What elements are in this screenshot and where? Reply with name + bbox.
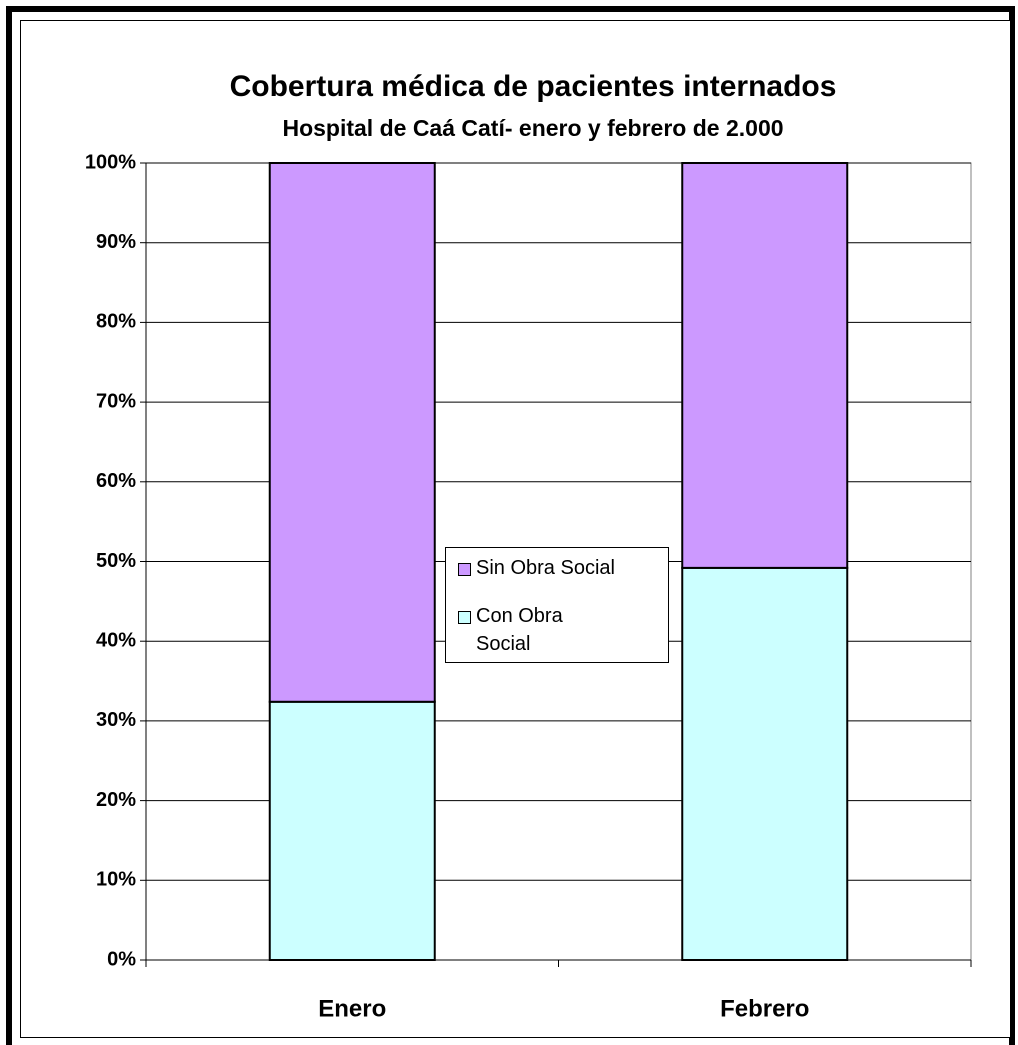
y-tick-label: 70% [96,390,136,412]
bar-segment [268,700,436,961]
y-tick-label: 100% [85,151,136,173]
legend-label: Con Obra Social [476,605,563,655]
bar-segment [681,162,849,569]
legend: Sin Obra Social Con Obra Social [445,547,669,663]
y-tick-label: 80% [96,311,136,333]
chart-subtitle: Hospital de Caá Catí- enero y febrero de… [282,115,783,141]
outer-frame [6,6,1015,1045]
x-tick-label: Febrero [720,995,809,1022]
bar-segment [681,566,849,961]
legend-label: Sin Obra Social [476,557,615,579]
legend-swatch [458,611,471,624]
y-tick-label: 50% [96,550,136,572]
chart-frame [20,20,1011,1038]
y-tick-label: 30% [96,709,136,731]
y-tick-label: 90% [96,231,136,253]
legend-entry: Con Obra Social [458,605,586,658]
legend-entry: Sin Obra Social [458,557,615,582]
chart-title: Cobertura médica de pacientes internados [230,70,837,103]
y-tick-label: 40% [96,629,136,651]
y-tick-label: 0% [107,948,136,970]
y-tick-label: 20% [96,789,136,811]
bar-segment [268,162,436,703]
y-tick-label: 60% [96,470,136,492]
x-tick-label: Enero [318,995,386,1022]
y-tick-label: 10% [96,869,136,891]
legend-swatch [458,563,471,576]
